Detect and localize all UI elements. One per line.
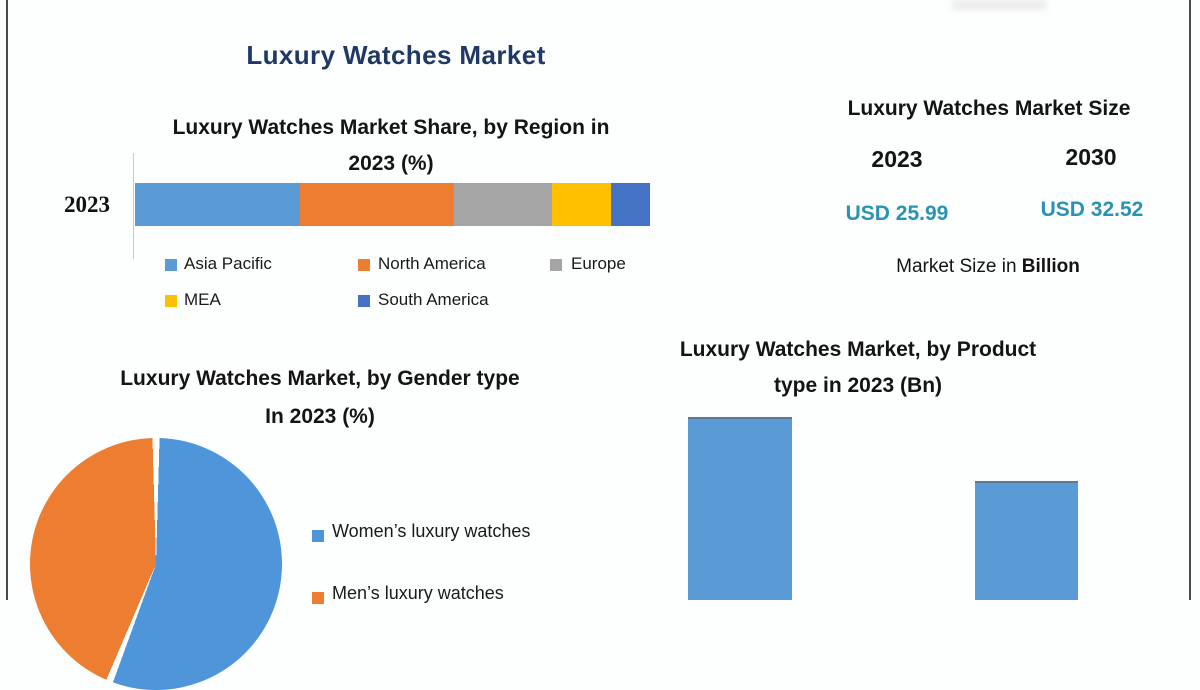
region-bar-segment-3 xyxy=(454,183,553,226)
mea-legend-swatch xyxy=(165,295,177,307)
europe-legend-swatch xyxy=(550,259,562,271)
market-size-value-2023: USD 25.99 xyxy=(845,202,949,225)
market-size-note: Market Size in Billion xyxy=(837,256,1139,278)
gender-pie xyxy=(30,438,282,690)
mens-watches-legend-swatch xyxy=(312,592,324,604)
womens-watches-legend-swatch xyxy=(312,530,324,542)
region-chart-category-label: 2023 xyxy=(64,192,110,217)
region-chart-title-line2: 2023 (%) xyxy=(348,152,434,175)
asia-pacific-legend-swatch xyxy=(165,259,177,271)
product-chart-title-line2: type in 2023 (Bn) xyxy=(773,374,943,397)
market-size-title: Luxury Watches Market Size xyxy=(847,97,1131,120)
mens-watches-legend-label: Men’s luxury watches xyxy=(332,583,504,603)
region-bar-segment-5 xyxy=(611,183,650,226)
market-size-value-2030: USD 32.52 xyxy=(1040,198,1144,221)
market-size-year-2023: 2023 xyxy=(871,146,923,172)
market-size-year-2030: 2030 xyxy=(1065,144,1117,170)
gender-chart-title-line2: In 2023 (%) xyxy=(265,405,375,428)
region-chart-title-line1: Luxury Watches Market Share, by Region i… xyxy=(172,116,610,139)
infographic-canvas: { "page": { "main_title": "Luxury Watche… xyxy=(6,0,1191,690)
region-chart-title: Luxury Watches Market Share, by Region i… xyxy=(135,110,647,182)
region-chart-axis-line xyxy=(133,153,134,259)
north-america-legend-label: North America xyxy=(378,254,486,273)
europe-legend-label: Europe xyxy=(571,254,626,273)
region-bar-segment-1 xyxy=(135,183,300,226)
south-america-legend-label: South America xyxy=(378,290,489,309)
gender-chart-title-line1: Luxury Watches Market, by Gender type xyxy=(120,367,520,390)
market-size-note-prefix: Market Size in xyxy=(896,256,1022,277)
product-bar-1 xyxy=(688,417,792,600)
page-title: Luxury Watches Market xyxy=(246,40,546,70)
product-bar-2 xyxy=(975,481,1078,600)
gender-chart-title: Luxury Watches Market, by Gender type In… xyxy=(70,360,570,436)
region-bar-segment-2 xyxy=(299,183,455,226)
north-america-legend-swatch xyxy=(358,259,370,271)
right-border-line xyxy=(1189,0,1191,600)
south-america-legend-swatch xyxy=(358,295,370,307)
asia-pacific-legend-label: Asia Pacific xyxy=(184,254,272,273)
region-stacked-bar xyxy=(135,183,650,226)
product-chart-title-line1: Luxury Watches Market, by Product xyxy=(679,338,1037,361)
mea-legend-label: MEA xyxy=(184,290,221,309)
region-bar-segment-4 xyxy=(552,183,612,226)
cropped-logo-remnant xyxy=(952,0,1047,10)
product-chart-title: Luxury Watches Market, by Product type i… xyxy=(608,332,1108,404)
market-size-note-unit: Billion xyxy=(1021,256,1080,277)
left-border-line xyxy=(6,0,8,600)
womens-watches-legend-label: Women’s luxury watches xyxy=(332,521,531,541)
